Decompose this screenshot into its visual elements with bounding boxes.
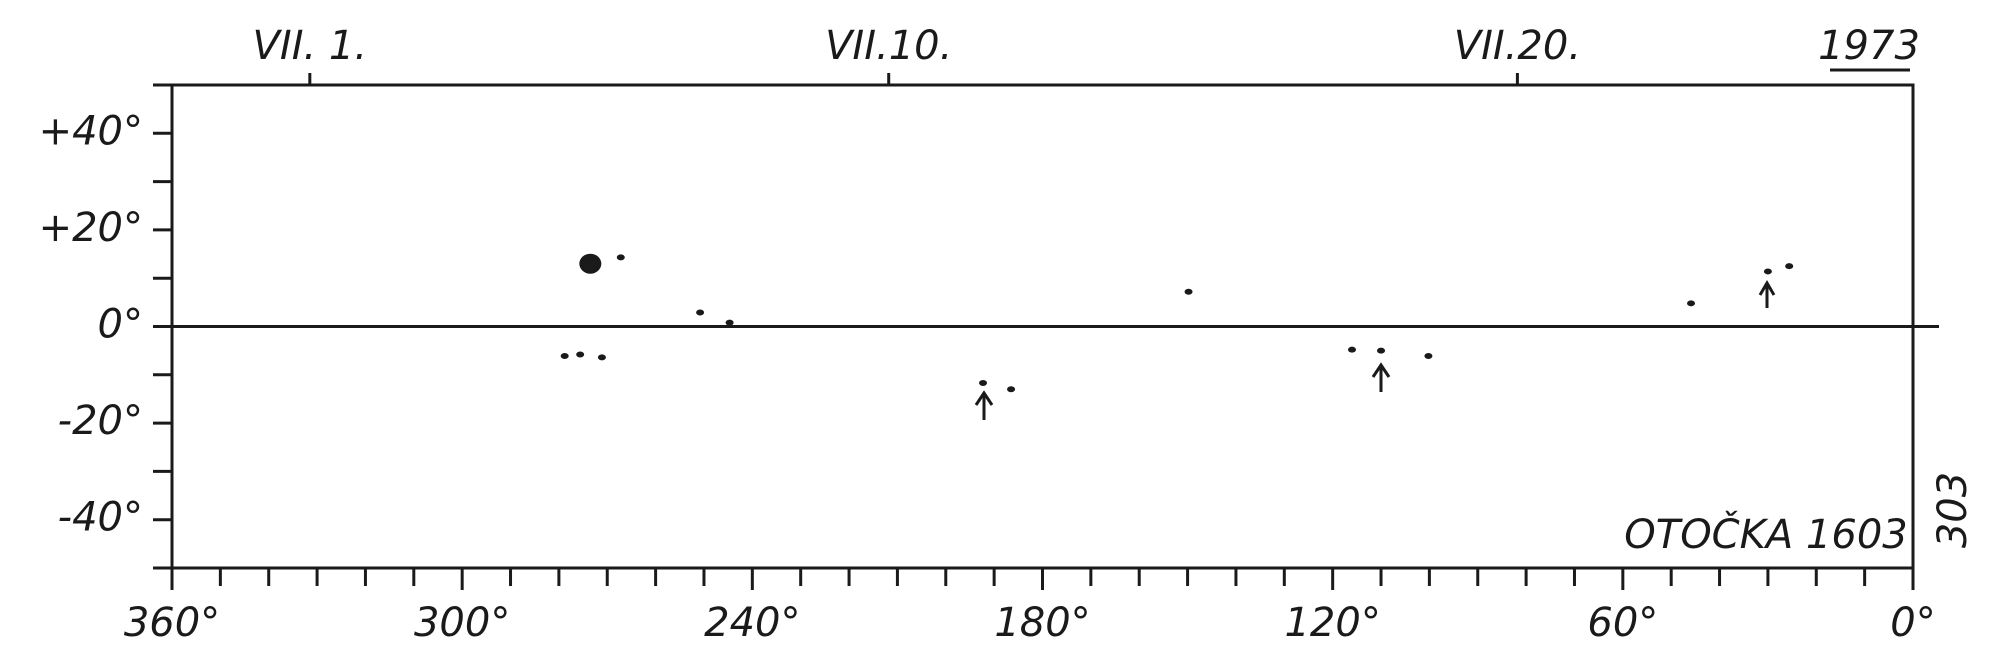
y-tick-label: 0° xyxy=(98,302,143,348)
arrow xyxy=(974,390,994,420)
arrow xyxy=(1758,280,1776,308)
arrow xyxy=(1371,362,1391,392)
sunspot xyxy=(576,351,585,358)
sunspot xyxy=(696,309,705,316)
x-tick-label: 0° xyxy=(1890,600,1935,646)
x2-tick-label: VII. 1. xyxy=(253,23,368,69)
page-number: 303 xyxy=(1930,472,1976,548)
sunspot xyxy=(1424,352,1433,359)
sunspot xyxy=(597,354,606,361)
sunspot xyxy=(1184,288,1193,295)
y-tick-label: -20° xyxy=(58,398,143,444)
annotation: OTOČKA 1603 xyxy=(1624,510,1907,558)
x-tick-label: 300° xyxy=(414,600,510,646)
x-tick-label: 120° xyxy=(1284,600,1380,646)
sunspot xyxy=(1007,386,1016,393)
x-tick-label: 180° xyxy=(994,600,1090,646)
x-tick-label: 240° xyxy=(704,600,800,646)
x-tick-label: 60° xyxy=(1587,600,1658,646)
sunspot xyxy=(1377,347,1386,354)
y-tick-label: -40° xyxy=(58,495,143,541)
sunspot xyxy=(1687,300,1696,307)
sunspot xyxy=(560,352,569,359)
x2-tick-label: VII.10. xyxy=(825,23,952,69)
sunspot xyxy=(979,380,988,387)
y-tick-label: +20° xyxy=(39,205,143,251)
sunspot xyxy=(1785,263,1794,270)
chart-title: 1973 xyxy=(1818,23,1920,69)
x-tick-label: 360° xyxy=(124,600,220,646)
y-tick-label: +40° xyxy=(39,108,143,154)
sunspot xyxy=(579,253,602,274)
sunspot xyxy=(1348,346,1357,353)
sunspot xyxy=(725,319,734,326)
sunspot xyxy=(1763,268,1772,275)
sunspot xyxy=(616,254,625,261)
x2-tick-label: VII.20. xyxy=(1454,23,1581,69)
